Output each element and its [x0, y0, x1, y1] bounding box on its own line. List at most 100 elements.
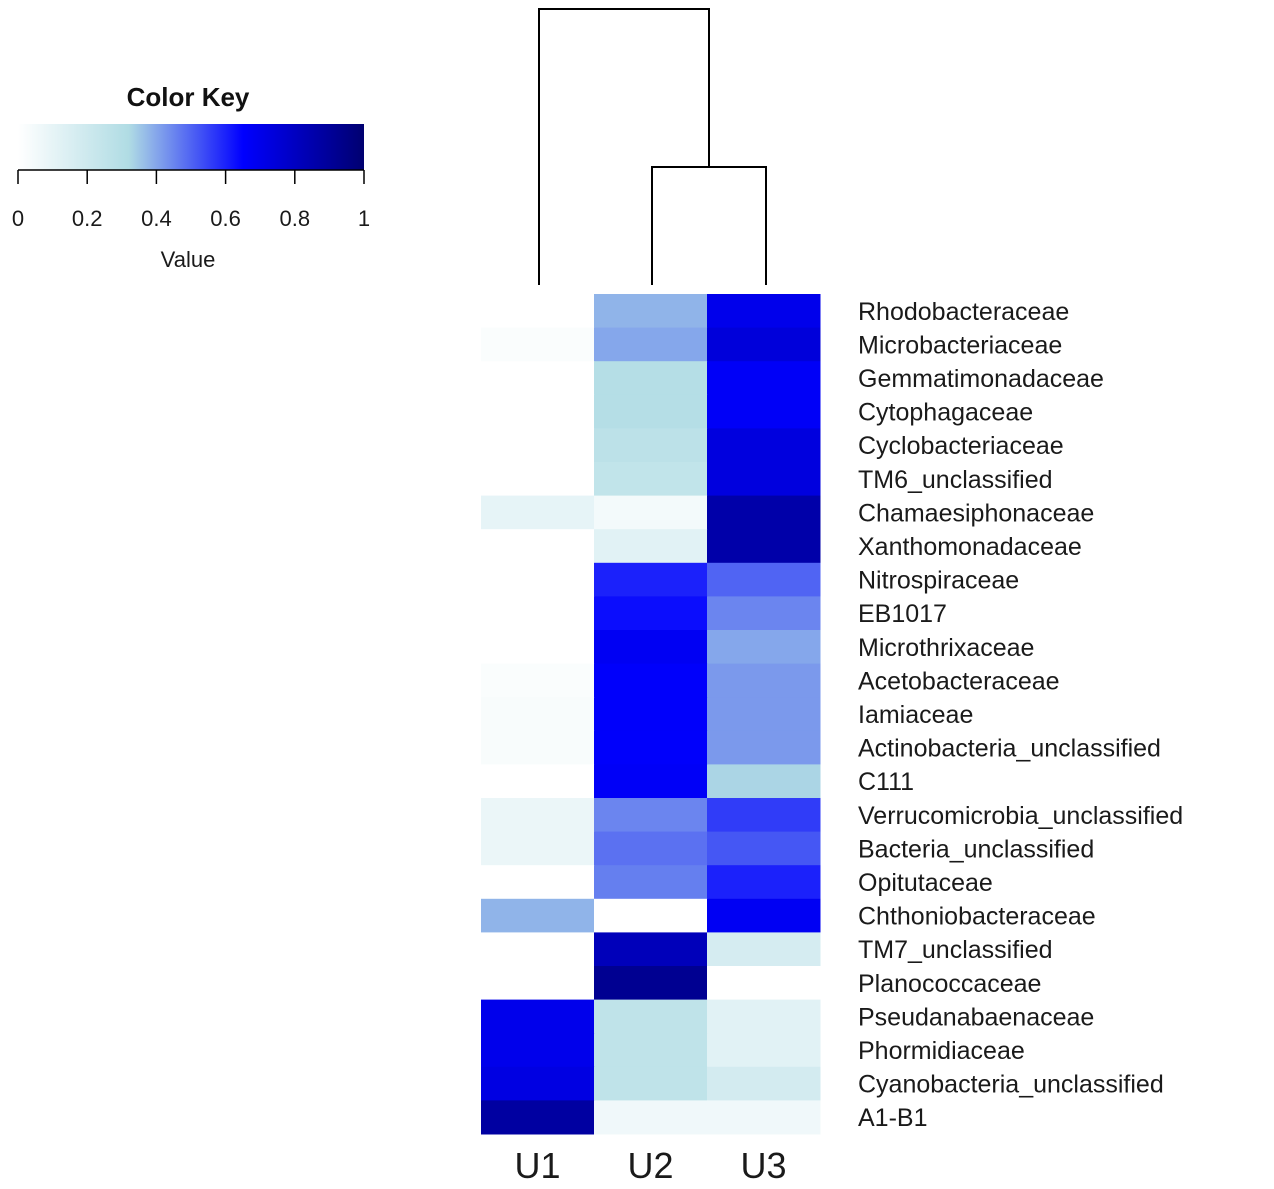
- heatmap-cell: [707, 898, 821, 933]
- heatmap-cell: [594, 394, 708, 429]
- heatmap-cell: [481, 1033, 595, 1068]
- row-label: Pseudanabaenaceae: [858, 1003, 1094, 1031]
- color-key-axis-label: Value: [161, 247, 216, 272]
- heatmap-cell: [594, 865, 708, 900]
- color-key-tick-label: 0: [12, 206, 24, 231]
- column-dendrogram: [538, 8, 767, 285]
- heatmap-cell: [481, 966, 595, 1001]
- color-key: Color Key 0 0.2 0.4 0.6 0.8 1 Value: [12, 82, 370, 272]
- color-key-tick-label: 0.8: [280, 206, 311, 231]
- heatmap-cell: [707, 764, 821, 799]
- heatmap-cell: [594, 798, 708, 833]
- row-label: Acetobacteraceae: [858, 667, 1060, 695]
- color-key-tick-label: 0.2: [72, 206, 103, 231]
- heatmap-cell: [481, 630, 595, 665]
- heatmap-cell: [481, 394, 595, 429]
- heatmap-cells: [481, 294, 821, 1135]
- heatmap-cell: [594, 327, 708, 362]
- heatmap-cell: [481, 495, 595, 530]
- color-key-tick-label: 0.6: [210, 206, 241, 231]
- heatmap-cell: [481, 1100, 595, 1135]
- heatmap-cell: [707, 495, 821, 530]
- row-label: Chthoniobacteraceae: [858, 903, 1096, 931]
- color-key-tick-label: 1: [358, 206, 370, 231]
- dendrogram-branch-u2-u3: [651, 166, 767, 285]
- row-label: Rhodobacteraceae: [858, 298, 1069, 326]
- heatmap-cell: [594, 831, 708, 866]
- heatmap-cell: [594, 898, 708, 933]
- heatmap-cell: [481, 462, 595, 497]
- heatmap-cell: [594, 932, 708, 967]
- heatmap-cell: [481, 294, 595, 329]
- heatmap-cell: [707, 462, 821, 497]
- row-label: Opitutaceae: [858, 869, 993, 897]
- heatmap-cell: [594, 529, 708, 564]
- heatmap-cell: [707, 394, 821, 429]
- heatmap-cell: [481, 327, 595, 362]
- heatmap-cell: [481, 663, 595, 698]
- row-label: EB1017: [858, 600, 947, 628]
- column-label: U3: [740, 1145, 786, 1186]
- heatmap-cell: [594, 596, 708, 631]
- heatmap-cell: [481, 361, 595, 396]
- heatmap-cell: [707, 1066, 821, 1101]
- row-label: Microbacteriaceae: [858, 331, 1062, 359]
- heatmap-cell: [594, 663, 708, 698]
- heatmap-cell: [594, 462, 708, 497]
- heatmap-cell: [481, 529, 595, 564]
- row-label: Actinobacteria_unclassified: [858, 735, 1161, 763]
- heatmap-cell: [707, 663, 821, 698]
- row-label: Microthrixaceae: [858, 634, 1034, 662]
- heatmap-cell: [594, 730, 708, 765]
- color-key-gradient-bar: [18, 124, 364, 170]
- heatmap-cell: [707, 529, 821, 564]
- color-key-ticks: 0 0.2 0.4 0.6 0.8 1: [12, 170, 370, 231]
- heatmap-cell: [707, 562, 821, 597]
- heatmap-cell: [594, 1033, 708, 1068]
- row-label: Planococcaceae: [858, 970, 1041, 998]
- heatmap-cell: [707, 932, 821, 967]
- heatmap-cell: [594, 1100, 708, 1135]
- heatmap-cell: [594, 361, 708, 396]
- row-label: A1-B1: [858, 1104, 927, 1132]
- row-label: Cytophagaceae: [858, 399, 1033, 427]
- heatmap-cell: [707, 966, 821, 1001]
- heatmap-cell: [481, 596, 595, 631]
- heatmap-cell: [481, 697, 595, 732]
- heatmap-cell: [594, 697, 708, 732]
- row-label: Phormidiaceae: [858, 1037, 1025, 1065]
- row-label: TM6_unclassified: [858, 466, 1053, 494]
- row-label: C111: [858, 768, 914, 796]
- heatmap-cell: [707, 865, 821, 900]
- heatmap-cell: [707, 428, 821, 463]
- heatmap-cell: [594, 1066, 708, 1101]
- row-label: Cyclobacteriaceae: [858, 432, 1064, 460]
- heatmap-cell: [594, 562, 708, 597]
- heatmap-cell: [707, 999, 821, 1034]
- column-label: U2: [627, 1145, 673, 1186]
- heatmap-cell: [481, 798, 595, 833]
- heatmap-cell: [594, 294, 708, 329]
- row-label: Gemmatimonadaceae: [858, 365, 1104, 393]
- heatmap-cell: [594, 495, 708, 530]
- heatmap-cell: [594, 999, 708, 1034]
- heatmap-cell: [707, 630, 821, 665]
- heatmap-cell: [707, 831, 821, 866]
- row-label: Xanthomonadaceae: [858, 533, 1082, 561]
- heatmap-cell: [707, 1100, 821, 1135]
- heatmap-cell: [481, 1066, 595, 1101]
- dendrogram-branch-root: [538, 8, 710, 285]
- row-label: Bacteria_unclassified: [858, 835, 1094, 863]
- color-key-title: Color Key: [127, 82, 250, 112]
- heatmap-cell: [594, 966, 708, 1001]
- heatmap-cell: [707, 1033, 821, 1068]
- heatmap-cell: [481, 428, 595, 463]
- heatmap-cell: [594, 630, 708, 665]
- row-label: Cyanobacteria_unclassified: [858, 1071, 1164, 1099]
- heatmap-cell: [481, 932, 595, 967]
- column-labels: U1 U2 U3: [514, 1145, 786, 1186]
- row-label: Chamaesiphonaceae: [858, 499, 1094, 527]
- heatmap-cell: [707, 798, 821, 833]
- row-label: Nitrospiraceae: [858, 567, 1019, 595]
- color-key-tick-label: 0.4: [141, 206, 172, 231]
